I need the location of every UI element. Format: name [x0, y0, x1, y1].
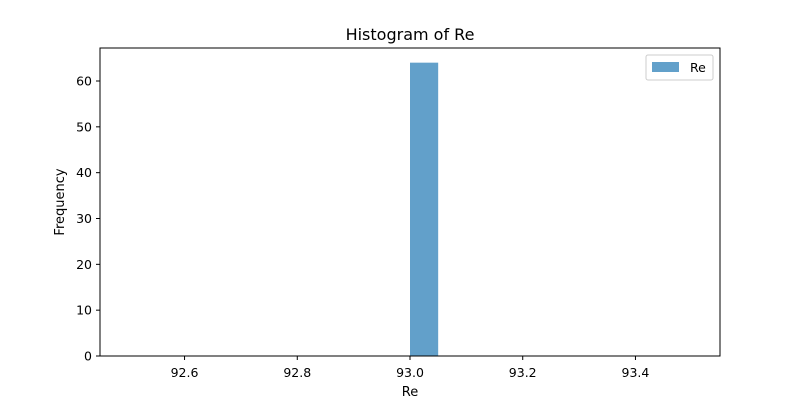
y-axis-ticks: 0 10 20 30 40 50 60 — [76, 74, 100, 364]
x-tick-label: 92.6 — [171, 365, 199, 380]
legend-swatch — [652, 62, 679, 72]
x-tick-label: 92.8 — [283, 365, 311, 380]
legend-label-re: Re — [690, 60, 706, 75]
bars-layer — [410, 62, 439, 357]
chart-title: Histogram of Re — [346, 25, 475, 44]
y-tick-label: 20 — [76, 257, 92, 272]
x-axis-title: Re — [402, 385, 418, 400]
x-tick-label: 93.4 — [622, 365, 650, 380]
x-tick-label: 93.2 — [509, 365, 537, 380]
x-axis-ticks: 92.6 92.8 93.0 93.2 93.4 — [171, 356, 650, 380]
y-tick-label: 50 — [76, 119, 92, 134]
y-tick-label: 0 — [84, 349, 92, 364]
y-tick-label: 10 — [76, 303, 92, 318]
y-tick-label: 60 — [76, 74, 92, 89]
legend: Re — [645, 54, 714, 81]
x-tick-label: 93.0 — [396, 365, 424, 380]
y-axis-title: Frequency — [53, 168, 68, 235]
y-tick-label: 40 — [76, 165, 92, 180]
legend-box — [645, 54, 714, 81]
histogram-bar — [410, 62, 439, 357]
y-tick-label: 30 — [76, 211, 92, 226]
